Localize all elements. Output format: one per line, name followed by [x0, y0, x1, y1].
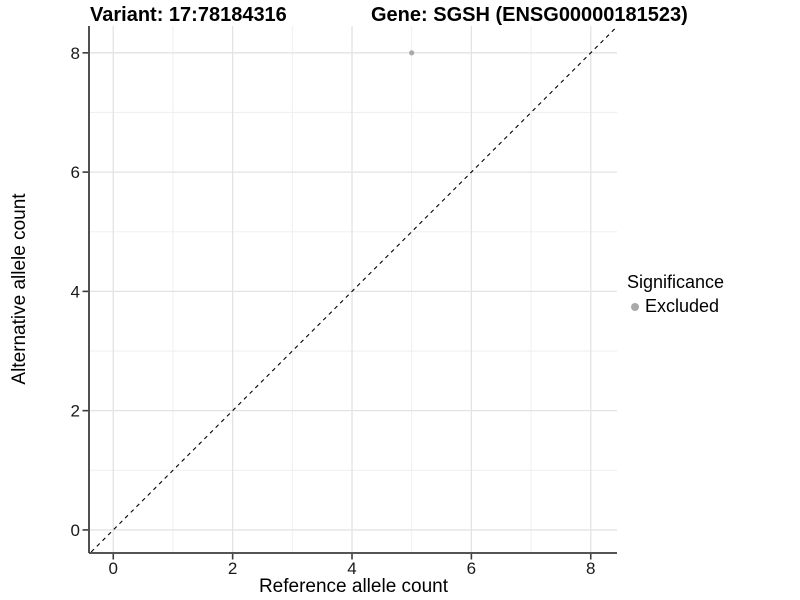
legend: Significance Excluded — [627, 272, 724, 317]
x-tick-label: 6 — [467, 559, 476, 578]
y-tick-label: 2 — [71, 402, 80, 421]
gene-title: Gene: SGSH (ENSG00000181523) — [371, 4, 688, 26]
legend-title: Significance — [627, 272, 725, 292]
y-tick-label: 0 — [71, 521, 80, 540]
y-tick-label: 6 — [71, 163, 80, 182]
legend-item-excluded: Excluded — [627, 296, 724, 317]
identity-dashed-line — [90, 26, 618, 553]
y-tick-label: 4 — [71, 282, 80, 301]
x-axis-title: Reference allele count — [258, 576, 449, 597]
excluded-point-icon — [631, 302, 639, 311]
legend-item-label: Excluded — [645, 296, 720, 316]
x-tick-label: 0 — [109, 559, 118, 578]
y-tick-label: 8 — [71, 44, 80, 63]
x-tick-label: 4 — [347, 559, 356, 578]
x-tick-label: 2 — [228, 559, 237, 578]
x-tick-label: 8 — [586, 559, 595, 578]
y-axis-title: Alternative allele count — [9, 193, 30, 385]
variant-title: Variant: 17:78184316 — [90, 4, 287, 26]
data-point — [409, 50, 415, 56]
